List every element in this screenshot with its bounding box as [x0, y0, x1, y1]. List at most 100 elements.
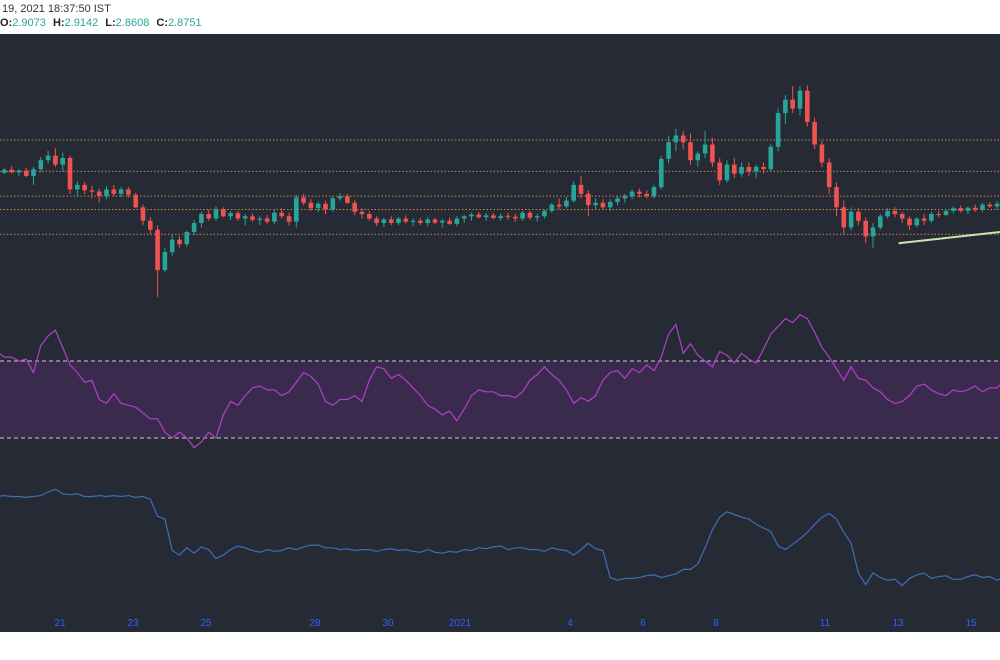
chart-canvas[interactable] [0, 34, 1000, 632]
candle-body [45, 155, 51, 161]
x-tick-label-6: 4 [567, 618, 573, 629]
candle-36 [257, 216, 263, 226]
candle-body [67, 157, 73, 190]
candle-body [783, 99, 788, 114]
candle-body [790, 99, 795, 109]
candle-body [768, 146, 774, 170]
candle-body [388, 219, 394, 224]
candle-82 [593, 198, 598, 210]
candle-16 [111, 184, 117, 197]
candle-116 [841, 200, 847, 235]
candle-body [2, 169, 7, 173]
candle-38 [272, 209, 277, 225]
candle-50 [359, 208, 365, 219]
candle-33 [235, 210, 241, 221]
candle-68 [491, 213, 496, 220]
candle-body [856, 211, 861, 221]
candle-body [162, 252, 168, 271]
candle-body [184, 231, 190, 245]
candle-102 [739, 162, 744, 177]
candle-127 [921, 214, 927, 226]
candle-15 [104, 185, 109, 200]
candle-115 [834, 182, 839, 217]
candle-132 [958, 205, 963, 213]
candle-body [126, 189, 131, 195]
candle-body [140, 207, 146, 221]
candle-25 [177, 236, 182, 248]
candle-body [425, 219, 430, 224]
candle-body [637, 191, 642, 194]
candle-body [951, 208, 956, 211]
candle-body [724, 164, 730, 181]
candle-body [505, 215, 511, 217]
candle-body [834, 187, 839, 208]
candle-body [527, 212, 533, 218]
candle-63 [454, 216, 460, 227]
candle-body [191, 223, 197, 232]
candle-106 [768, 144, 774, 172]
candle-body [534, 216, 540, 218]
candle-body [958, 208, 963, 211]
candle-body [16, 170, 22, 173]
candle-60 [432, 217, 438, 225]
candle-body [272, 212, 277, 222]
candle-body [556, 204, 562, 207]
ohlc-legend: O:2.9073 H:2.9142 L:2.8608 C:2.8751 [0, 17, 206, 29]
price-panel [0, 85, 1000, 298]
candle-14 [96, 188, 102, 203]
candle-body [53, 155, 58, 165]
candle-body [607, 201, 613, 208]
candle-body [38, 160, 44, 170]
candle-5 [31, 166, 36, 185]
candle-body [323, 203, 328, 210]
candle-body [848, 211, 854, 228]
candle-61 [440, 218, 445, 228]
trendline [898, 230, 1000, 245]
candle-84 [607, 199, 613, 211]
candle-body [75, 184, 80, 190]
candle-body [929, 214, 934, 221]
candle-body [702, 144, 708, 154]
open-value: 2.9073 [12, 17, 46, 29]
candle-body [732, 164, 737, 174]
candle-body [710, 144, 715, 163]
candle-42 [301, 193, 306, 206]
candle-20 [140, 204, 146, 226]
candle-51 [367, 210, 372, 221]
candle-1 [2, 168, 7, 175]
candle-body [133, 194, 138, 208]
candle-95 [688, 133, 693, 165]
candle-54 [388, 216, 394, 226]
candle-133 [965, 206, 971, 215]
candle-74 [534, 214, 540, 222]
candle-129 [936, 210, 941, 218]
candle-body [746, 166, 752, 172]
candle-118 [856, 208, 861, 226]
candle-92 [666, 135, 671, 164]
candle-body [987, 204, 993, 207]
candle-119 [863, 217, 868, 244]
candle-body [418, 220, 423, 224]
candle-body [118, 189, 124, 194]
candle-body [315, 203, 321, 209]
candle-body [644, 193, 649, 197]
candle-body [177, 239, 182, 245]
candle-body [571, 184, 576, 201]
x-tick-label-5: 2021 [449, 618, 472, 629]
candle-body [805, 90, 810, 123]
candle-87 [629, 189, 635, 200]
low-key: L: [105, 17, 116, 29]
candle-79 [571, 181, 576, 203]
candle-body [629, 191, 635, 197]
candle-body [483, 215, 489, 218]
candle-body [352, 202, 357, 212]
candle-body [359, 211, 365, 215]
candle-17 [118, 186, 124, 197]
candle-53 [381, 217, 387, 228]
candle-body [491, 215, 496, 219]
candle-111 [805, 85, 810, 127]
candle-body [213, 209, 219, 219]
candle-body [374, 218, 379, 224]
candle-body [23, 170, 29, 176]
candle-121 [878, 214, 883, 230]
